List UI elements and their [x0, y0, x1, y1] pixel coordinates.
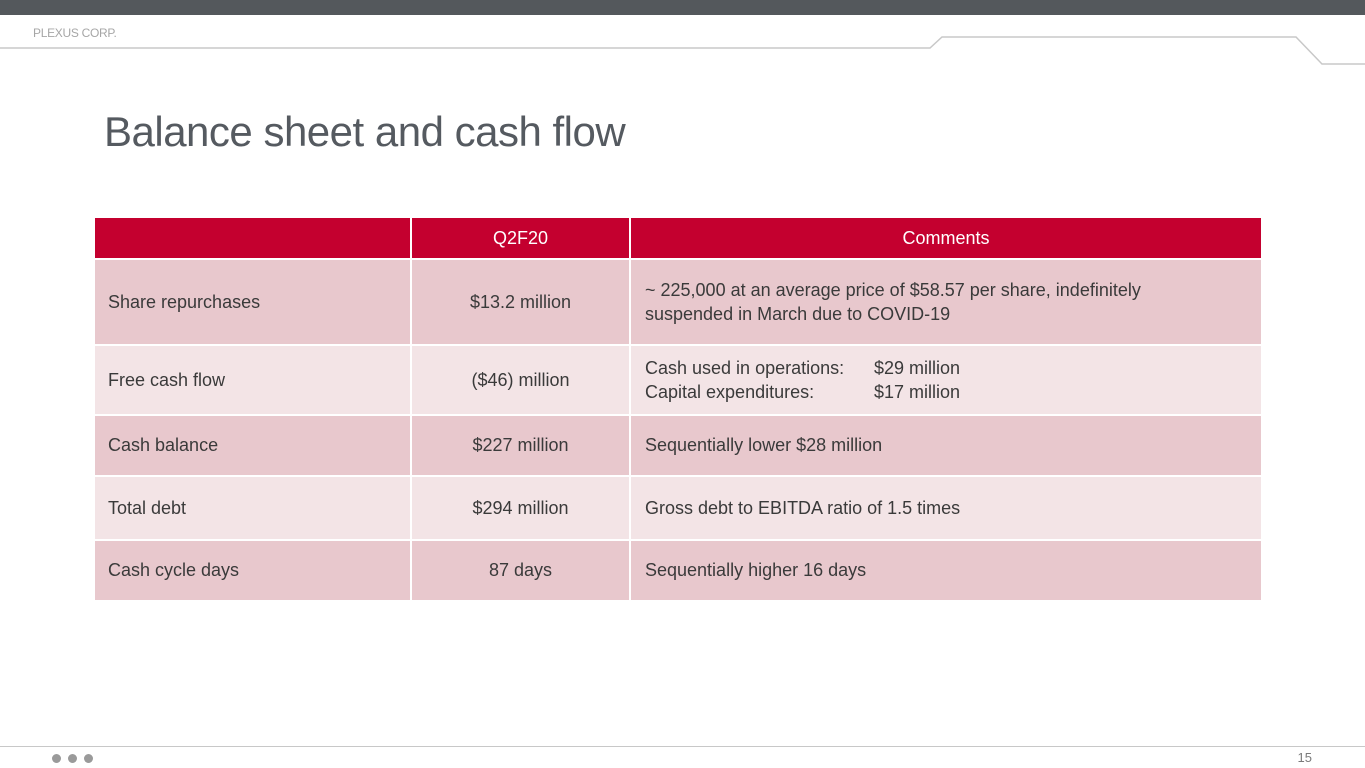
row-label: Free cash flow [95, 346, 412, 414]
row-label: Cash cycle days [95, 541, 412, 600]
row-label: Total debt [95, 477, 412, 539]
balance-sheet-table: Q2F20 Comments Share repurchases $13.2 m… [95, 218, 1261, 600]
dot-icon [68, 754, 77, 763]
comment-key: Capital expenditures: [645, 382, 815, 402]
footer-divider [0, 746, 1365, 747]
row-comment: Gross debt to EBITDA ratio of 1.5 times [645, 497, 961, 518]
row-value: $227 million [412, 416, 631, 475]
brand-logo-text: PLEXUS CORP. [33, 26, 117, 40]
table-header-row: Q2F20 Comments [95, 218, 1261, 260]
header-divider [0, 36, 1365, 65]
header-comments-label: Comments [902, 227, 990, 248]
header-cell-period: Q2F20 [412, 218, 631, 258]
comment-pair: Cash used in operations: $29 million [645, 356, 960, 380]
page-title: Balance sheet and cash flow [104, 108, 626, 155]
comment-pair: Capital expenditures: $17 million [645, 380, 960, 404]
row-value: ($46) million [412, 346, 631, 414]
row-comment: ~ 225,000 at an average price of $58.57 … [631, 260, 1261, 344]
dot-icon [84, 754, 93, 763]
row-label: Share repurchases [95, 260, 412, 344]
row-value: $13.2 million [412, 260, 631, 344]
comment-line: suspended in March due to COVID-19 [645, 304, 951, 324]
row-label: Cash balance [95, 416, 412, 475]
row-comment: Sequentially lower $28 million [645, 435, 883, 455]
table-row: Cash cycle days 87 days Sequentially hig… [95, 541, 1261, 600]
table-row: Total debt $294 million Gross debt to EB… [95, 477, 1261, 541]
comment-key: Cash used in operations: [645, 358, 845, 378]
row-value: 87 days [412, 541, 631, 600]
slide-nav-dots [52, 754, 93, 763]
row-comment: Cash used in operations: $29 million Cap… [631, 346, 1261, 414]
page-number: 15 [1297, 750, 1312, 765]
dot-icon [52, 754, 61, 763]
top-bar [0, 0, 1365, 15]
table-row: Share repurchases $13.2 million ~ 225,00… [95, 260, 1261, 346]
table-row: Free cash flow ($46) million Cash used i… [95, 346, 1261, 416]
header-cell-comments: Comments [631, 218, 1261, 258]
comment-line: ~ 225,000 at an average price of $58.57 … [645, 280, 1141, 300]
row-comment: Sequentially higher 16 days [645, 560, 867, 580]
comment-value: $17 million [874, 382, 961, 402]
table-row: Cash balance $227 million Sequentially l… [95, 416, 1261, 477]
row-value: $294 million [412, 477, 631, 539]
comment-value: $29 million [874, 358, 961, 378]
header-cell-label [95, 218, 412, 258]
